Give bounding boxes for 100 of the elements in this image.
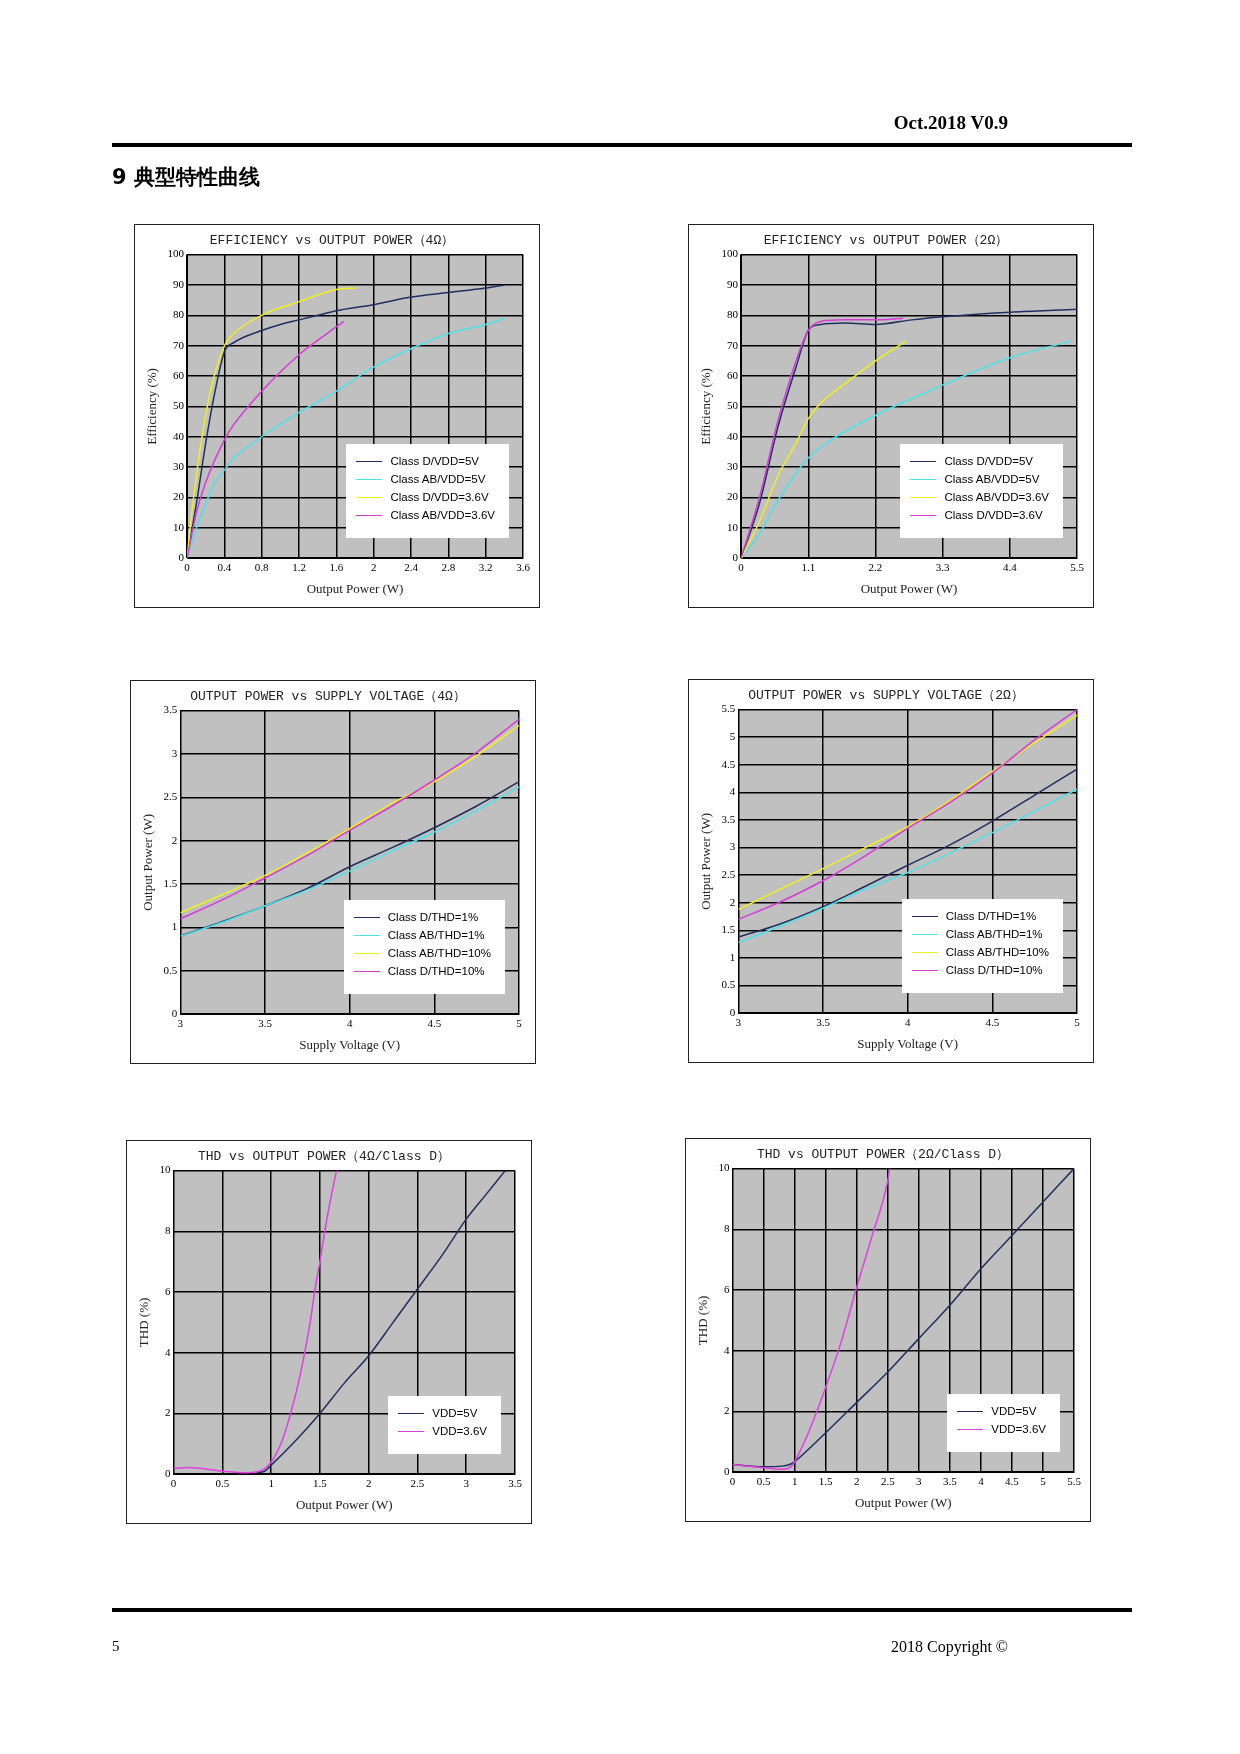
y-tick-label: 50 <box>173 399 185 412</box>
y-tick-label: 2.5 <box>163 790 178 803</box>
y-tick-label: 5.5 <box>721 702 736 715</box>
y-tick-label: 90 <box>173 277 185 290</box>
legend-label: Class D/VDD=5V <box>390 454 479 470</box>
y-tick-label: 0 <box>732 551 739 564</box>
x-tick-label: 3.2 <box>478 560 493 573</box>
x-tick-label: 5 <box>1040 1474 1047 1487</box>
x-tick-label: 1.5 <box>818 1474 834 1487</box>
legend-label: Class AB/VDD=3.6V <box>390 508 495 524</box>
y-tick-label: 4.5 <box>721 757 736 770</box>
legend-label: Class D/THD=1% <box>387 910 479 926</box>
y-tick-label: 4 <box>729 785 736 798</box>
y-tick-label: 100 <box>721 247 739 260</box>
legend-label: Class AB/THD=1% <box>945 927 1043 943</box>
x-tick-label: 4 <box>978 1474 985 1487</box>
chart-title: THD vs OUTPUT POWER（2Ω/Class D） <box>756 1147 1010 1163</box>
y-tick-label: 3 <box>729 840 736 853</box>
legend-label: VDD=3.6V <box>432 1424 487 1440</box>
chart-title: OUTPUT POWER vs SUPPLY VOLTAGE（4Ω） <box>190 689 466 705</box>
x-tick-label: 5.5 <box>1067 1474 1082 1487</box>
x-tick-label: 4 <box>346 1016 353 1029</box>
text: 2018 Copyright © <box>890 1638 1008 1656</box>
x-tick-label: 4.5 <box>985 1015 1000 1028</box>
y-axis-title: Output Power (W) <box>140 814 156 911</box>
y-tick-label: 20 <box>173 490 185 503</box>
y-tick-label: 2 <box>171 833 178 846</box>
x-axis-title: Supply Voltage (V) <box>857 1035 958 1051</box>
text: 5 <box>112 1638 120 1655</box>
y-tick-label: 2.5 <box>721 868 736 881</box>
x-tick-label: 2.5 <box>880 1474 896 1487</box>
line-series <box>255 1170 506 1474</box>
y-tick-label: 10 <box>159 1163 172 1176</box>
y-tick-label: 10 <box>727 520 739 533</box>
y-tick-label: 6 <box>724 1282 731 1295</box>
x-tick-label: 3.6 <box>516 560 531 573</box>
y-tick-label: 6 <box>165 1284 172 1297</box>
x-tick-label: 4.4 <box>1002 560 1018 573</box>
y-tick-label: 3 <box>171 746 178 759</box>
y-tick-label: 3.5 <box>163 703 178 716</box>
x-axis-title: Output Power (W) <box>854 1494 952 1510</box>
y-tick-label: 80 <box>173 308 185 321</box>
x-tick-label: 1.5 <box>313 1476 328 1489</box>
y-tick-label: 20 <box>727 490 739 503</box>
legend-label: Class D/THD=10% <box>387 964 485 980</box>
y-tick-label: 40 <box>727 429 739 442</box>
y-tick-label: 60 <box>173 368 185 381</box>
y-tick-label: 5 <box>729 730 736 743</box>
y-tick-label: 8 <box>724 1222 731 1235</box>
x-tick-label: 0.5 <box>215 1476 230 1489</box>
x-tick-label: 2.8 <box>441 560 456 573</box>
x-tick-label: 5 <box>516 1016 523 1029</box>
legend-label: Class AB/VDD=5V <box>390 472 486 488</box>
x-tick-label: 0.5 <box>756 1474 772 1487</box>
x-tick-label: 0.4 <box>217 560 232 573</box>
y-axis-title: Efficiency (%) <box>144 368 160 445</box>
x-tick-label: 1.6 <box>329 560 344 573</box>
x-axis-title: Output Power (W) <box>295 1496 393 1512</box>
legend-label: Class D/THD=10% <box>945 963 1043 979</box>
x-axis-title: Output Power (W) <box>306 580 404 596</box>
y-tick-label: 3.5 <box>721 812 736 825</box>
y-tick-label: 1.5 <box>163 876 178 889</box>
x-tick-label: 3.3 <box>935 560 951 573</box>
x-tick-label: 3.5 <box>508 1476 523 1489</box>
x-tick-label: 4.5 <box>1005 1474 1020 1487</box>
legend-label: Class AB/THD=10% <box>387 946 491 962</box>
x-tick-label: 4 <box>904 1015 911 1028</box>
y-axis-title: Efficiency (%) <box>698 368 714 445</box>
y-tick-label: 0 <box>171 1007 178 1020</box>
x-tick-label: 3.5 <box>816 1015 831 1028</box>
y-tick-label: 1.5 <box>721 923 736 936</box>
x-tick-label: 3 <box>916 1474 923 1487</box>
y-axis-title: THD (%) <box>695 1295 711 1346</box>
x-tick-label: 3 <box>463 1476 470 1489</box>
y-axis-title: THD (%) <box>136 1297 152 1348</box>
y-tick-label: 100 <box>167 247 185 260</box>
y-tick-label: 80 <box>727 308 739 321</box>
chart-title: EFFICIENCY vs OUTPUT POWER（4Ω） <box>209 233 455 249</box>
legend-label: VDD=5V <box>432 1406 478 1422</box>
y-tick-label: 8 <box>165 1224 172 1237</box>
x-tick-label: 2.2 <box>868 560 883 573</box>
y-tick-label: 2 <box>724 1404 730 1417</box>
y-tick-label: 2 <box>165 1406 171 1419</box>
y-tick-label: 1 <box>729 950 736 963</box>
x-axis-title: Supply Voltage (V) <box>299 1036 400 1052</box>
x-tick-label: 5.5 <box>1070 560 1085 573</box>
x-tick-label: 1 <box>268 1476 274 1489</box>
y-tick-label: 60 <box>727 368 739 381</box>
legend-label: Class D/THD=1% <box>945 909 1037 925</box>
x-tick-label: 1 <box>791 1474 798 1487</box>
legend-label: Class AB/VDD=3.6V <box>944 490 1049 506</box>
x-tick-label: 2 <box>854 1474 860 1487</box>
y-tick-label: 4 <box>165 1345 172 1358</box>
y-tick-label: 0 <box>178 551 185 564</box>
y-tick-label: 70 <box>173 338 185 351</box>
y-tick-label: 0 <box>729 1006 736 1019</box>
x-tick-label: 4.5 <box>427 1016 442 1029</box>
chart-title: THD vs OUTPUT POWER（4Ω/Class D） <box>197 1149 451 1165</box>
legend-label: VDD=5V <box>991 1404 1037 1420</box>
y-axis-title: Output Power (W) <box>698 813 714 910</box>
